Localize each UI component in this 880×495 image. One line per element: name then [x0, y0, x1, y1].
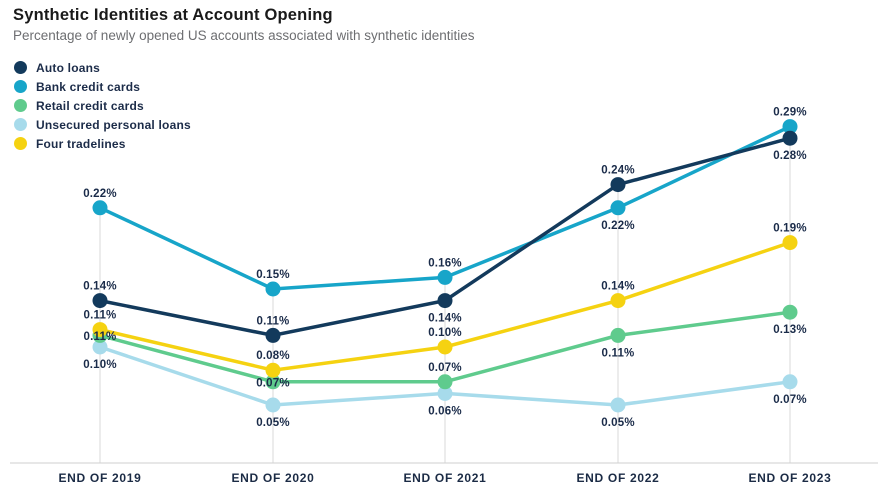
value-label: 0.22% — [601, 220, 635, 232]
legend-label: Four tradelines — [36, 136, 126, 151]
legend-label: Unsecured personal loans — [36, 117, 191, 132]
legend-item-unsecured-personal-loans: Unsecured personal loans — [14, 115, 191, 134]
legend-swatch-icon — [14, 80, 27, 93]
dot-bank-credit-cards — [92, 200, 108, 216]
value-label: 0.08% — [256, 350, 290, 362]
series-bank-credit-cards — [92, 119, 798, 297]
dot-unsecured-personal-loans — [437, 385, 453, 401]
value-label: 0.11% — [257, 315, 290, 327]
legend-label: Auto loans — [36, 60, 100, 75]
value-label: 0.22% — [83, 188, 117, 200]
dot-auto-loans — [437, 293, 453, 309]
dot-unsecured-personal-loans — [92, 339, 108, 355]
page-title: Synthetic Identities at Account Opening — [13, 6, 333, 24]
chart-subtitle: Percentage of newly opened US accounts a… — [13, 28, 475, 43]
series-four-tradelines — [92, 235, 798, 378]
value-label: 0.28% — [773, 150, 807, 162]
series-unsecured-personal-loans — [92, 339, 798, 413]
dot-four-tradelines — [265, 362, 281, 378]
dot-bank-credit-cards — [265, 281, 281, 297]
legend-item-four-tradelines: Four tradelines — [14, 134, 191, 153]
x-axis-label: END OF 2020 — [231, 471, 314, 485]
value-label: 0.05% — [256, 417, 290, 429]
legend-item-auto-loans: Auto loans — [14, 58, 191, 77]
dot-auto-loans — [265, 327, 281, 343]
value-label: 0.05% — [601, 417, 635, 429]
dot-unsecured-personal-loans — [782, 374, 798, 390]
dot-retail-credit-cards — [265, 374, 281, 390]
legend-swatch-icon — [14, 99, 27, 112]
value-label: 0.19% — [773, 223, 807, 235]
dot-bank-credit-cards — [782, 119, 798, 135]
value-label: 0.07% — [773, 394, 807, 406]
dot-bank-credit-cards — [437, 269, 453, 285]
legend-label: Bank credit cards — [36, 79, 141, 94]
legend-item-retail-credit-cards: Retail credit cards — [14, 96, 191, 115]
legend-swatch-icon — [14, 118, 27, 131]
value-label: 0.10% — [83, 359, 117, 371]
series-auto-loans — [92, 130, 798, 343]
dot-retail-credit-cards — [437, 374, 453, 390]
value-label: 0.10% — [428, 327, 462, 339]
dot-four-tradelines — [610, 293, 626, 309]
legend-swatch-icon — [14, 61, 27, 74]
dot-unsecured-personal-loans — [265, 397, 281, 413]
chart-legend: Auto loans Bank credit cards Retail credit… — [14, 58, 191, 153]
dot-retail-credit-cards — [782, 304, 798, 320]
legend-label: Retail credit cards — [36, 98, 144, 113]
value-label: 0.14% — [601, 281, 635, 293]
value-label: 0.24% — [601, 165, 635, 177]
dot-unsecured-personal-loans — [610, 397, 626, 413]
x-axis-label: END OF 2022 — [576, 471, 659, 485]
value-label: 0.29% — [773, 107, 807, 119]
dot-auto-loans — [92, 293, 108, 309]
x-axis-label: END OF 2023 — [748, 471, 831, 485]
dot-four-tradelines — [782, 235, 798, 251]
value-label: 0.15% — [256, 269, 290, 281]
dot-retail-credit-cards — [610, 327, 626, 343]
value-label: 0.07% — [428, 362, 462, 374]
value-label: 0.16% — [428, 257, 462, 269]
value-label: 0.06% — [428, 405, 462, 417]
dot-auto-loans — [610, 177, 626, 193]
value-label: 0.07% — [256, 377, 290, 389]
legend-swatch-icon — [14, 137, 27, 150]
dot-four-tradelines — [437, 339, 453, 355]
value-label: 0.14% — [428, 313, 462, 325]
dot-four-tradelines — [92, 322, 108, 338]
value-label: 0.11% — [84, 331, 117, 343]
value-label: 0.13% — [773, 324, 807, 336]
value-label: 0.11% — [84, 310, 117, 322]
dot-bank-credit-cards — [610, 200, 626, 216]
dot-auto-loans — [782, 130, 798, 146]
x-axis-label: END OF 2021 — [403, 471, 486, 485]
value-label: 0.14% — [83, 281, 117, 293]
legend-item-bank-credit-cards: Bank credit cards — [14, 77, 191, 96]
x-axis-label: END OF 2019 — [58, 471, 141, 485]
value-label: 0.11% — [602, 347, 635, 359]
